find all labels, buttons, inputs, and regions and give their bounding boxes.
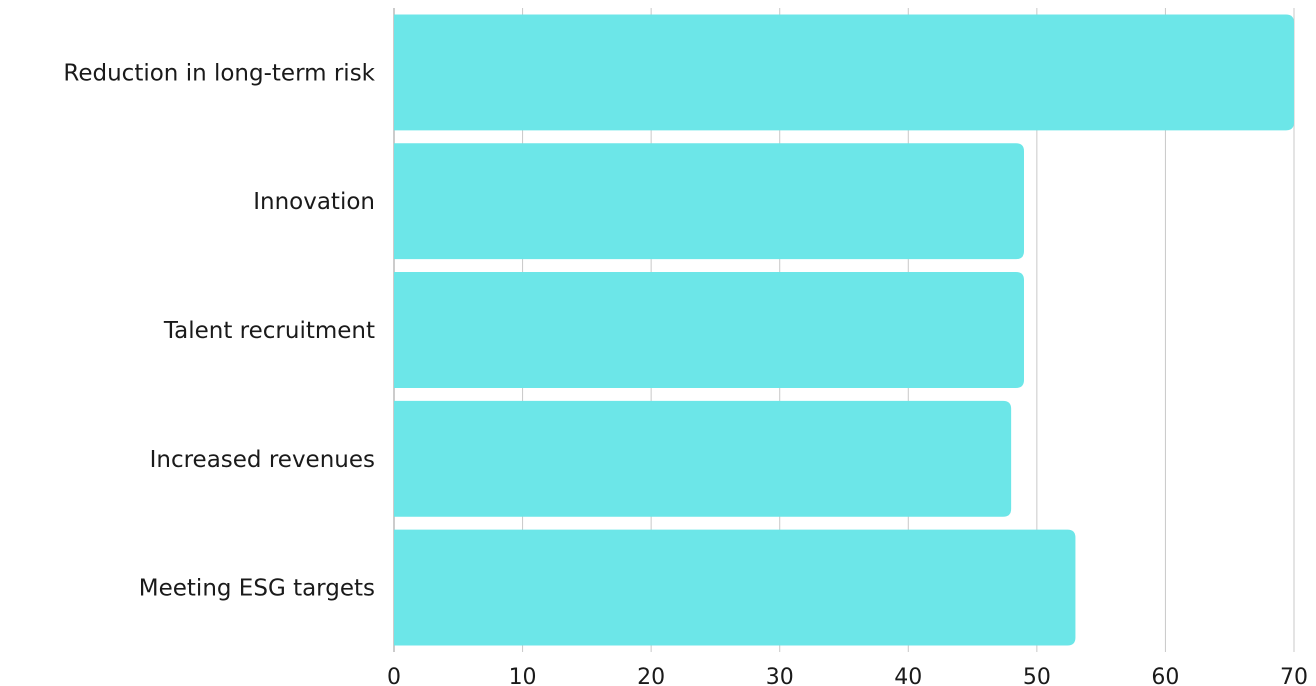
bar-reduction-in-long-term-risk [394, 14, 1294, 131]
category-label: Increased revenues [150, 447, 375, 473]
category-label: Innovation [253, 189, 375, 215]
x-tick-label: 0 [387, 665, 401, 686]
bar-talent-recruitment [394, 272, 1024, 388]
x-tick-label: 10 [509, 665, 537, 686]
category-label: Meeting ESG targets [139, 576, 375, 602]
x-tick-label: 30 [766, 665, 794, 686]
x-axis-ticks: 0 10 20 30 40 50 60 70 [387, 665, 1308, 686]
x-tick-label: 70 [1280, 665, 1308, 686]
category-labels: Reduction in long-term risk Innovation Tal… [63, 60, 375, 601]
bar-innovation [394, 143, 1024, 260]
bar-increased-revenues [394, 400, 1012, 517]
x-tick-label: 20 [637, 665, 665, 686]
bar-meeting-esg-targets [394, 529, 1076, 646]
category-label: Talent recruitment [163, 318, 375, 344]
x-tick-label: 50 [1023, 665, 1051, 686]
x-tick-label: 60 [1151, 665, 1179, 686]
bars [394, 14, 1294, 646]
x-tick-label: 40 [894, 665, 922, 686]
category-label: Reduction in long-term risk [63, 60, 375, 86]
